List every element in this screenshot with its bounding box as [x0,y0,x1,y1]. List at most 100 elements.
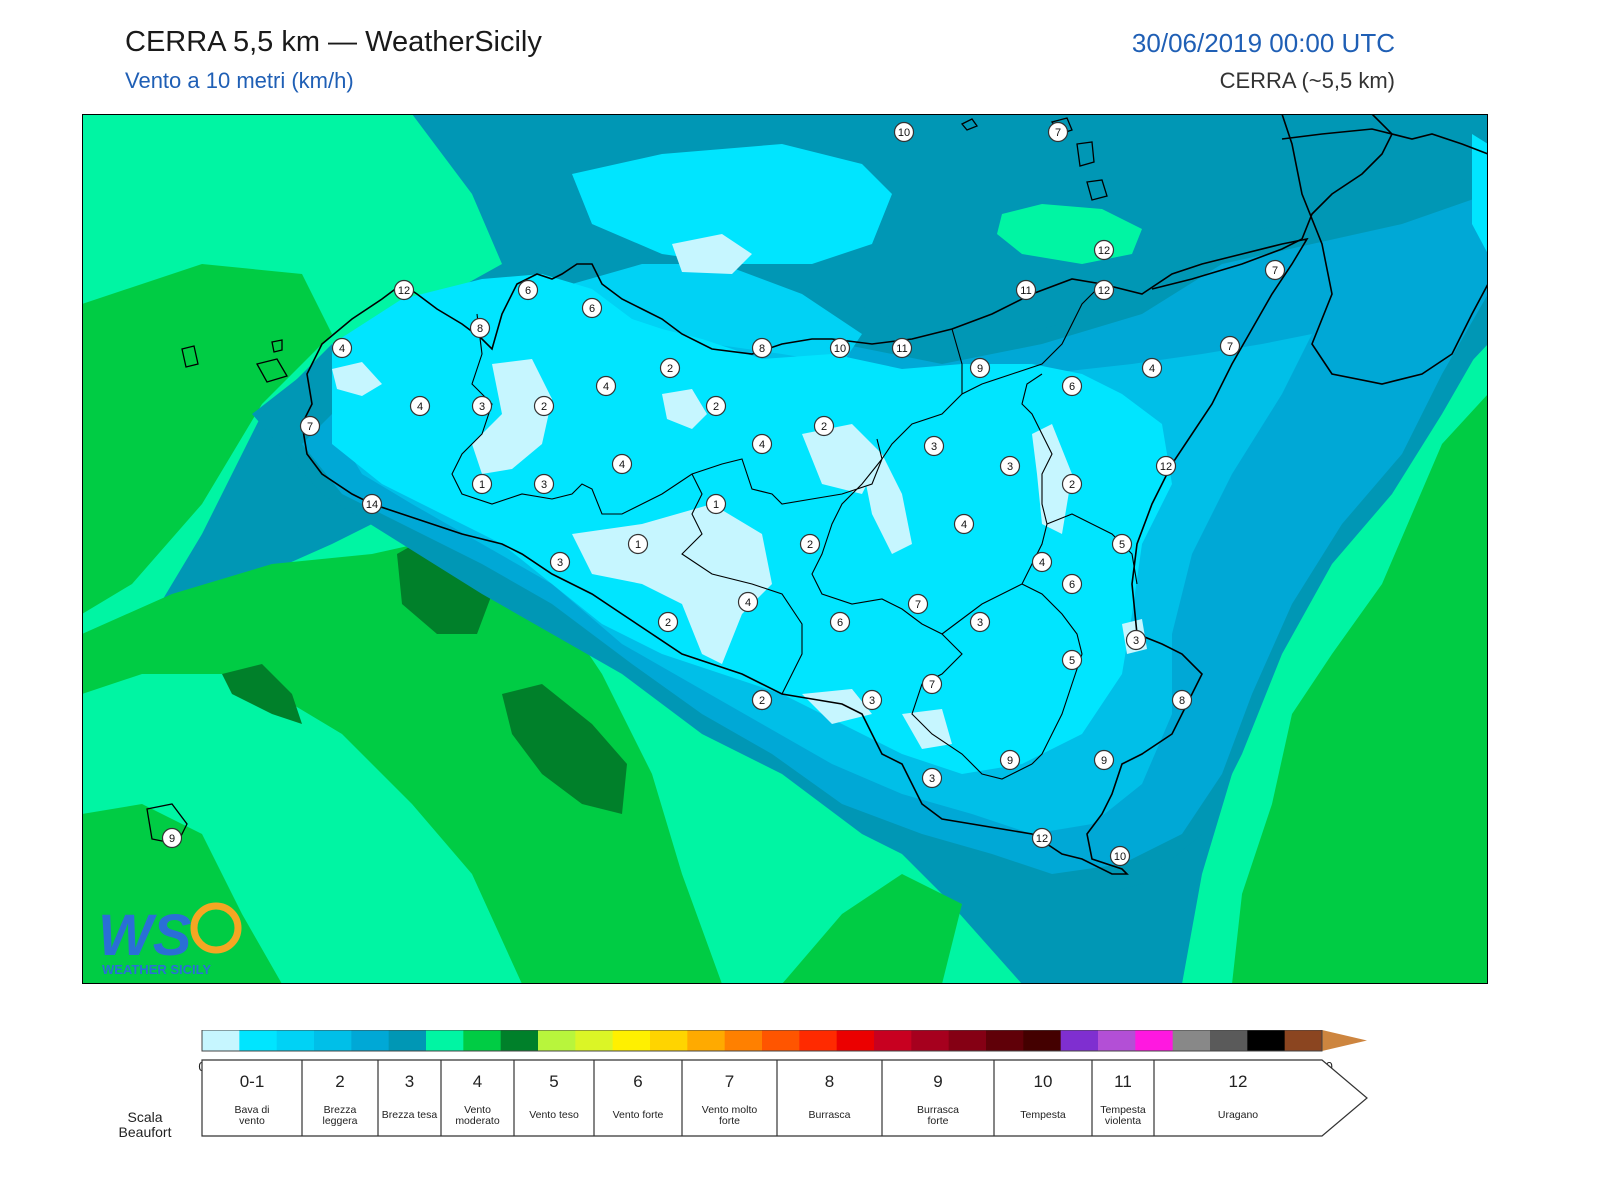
station-marker: 2 [813,415,835,437]
station-marker: 1 [705,493,727,515]
station-marker: 4 [751,433,773,455]
station-marker-circle [737,591,759,613]
station-marker-circle [893,121,915,143]
station-value: 12 [1160,461,1172,473]
station-marker: 3 [969,611,991,633]
calm-area-3 [572,504,772,664]
station-value: 11 [896,343,907,355]
beaufort-description: Uragano [1218,1109,1258,1121]
colorbar-segment [799,1030,838,1051]
station-marker: 6 [517,279,539,301]
station-value: 3 [1007,461,1013,473]
station-value: 12 [1098,245,1110,257]
station-marker-circle [471,473,493,495]
station-marker-circle [1031,551,1053,573]
calm-area-1 [332,362,382,396]
station-marker-circle [751,337,773,359]
sicily-coastline [301,237,1309,875]
station-value: 3 [557,557,563,569]
station-marker: 2 [1061,473,1083,495]
station-value: 7 [1055,127,1061,139]
colorbar-segment [1023,1030,1062,1051]
colorbar-segment [1135,1030,1174,1051]
station-marker: 1 [627,533,649,555]
station-marker-circle [409,395,431,417]
station-marker-circle [611,453,633,475]
station-marker: 4 [1031,551,1053,573]
colorbar-segment [836,1030,875,1051]
pantelleria [146,803,188,845]
station-marker: 3 [549,551,571,573]
station-value: 7 [929,679,935,691]
station-marker: 8 [751,337,773,359]
station-marker-circle [1061,375,1083,397]
station-value: 9 [169,833,175,845]
station-marker-circle [533,473,555,495]
beaufort-description: Vento molto forte [702,1104,758,1127]
station-marker-circle [1109,845,1131,867]
station-marker-circle [1093,279,1115,301]
station-marker-circle [1111,533,1133,555]
station-marker-circle [999,455,1021,477]
station-marker: 4 [953,513,975,535]
station-value: 6 [1069,381,1075,393]
station-marker-circle [331,337,353,359]
calabria-coastline [1151,114,1488,385]
station-marker: 4 [409,395,431,417]
station-marker: 9 [161,827,183,849]
colorbar-segment [388,1030,427,1051]
colorbar-segment [202,1030,240,1051]
station-marker-circle [751,689,773,711]
wind-band-darkgreen-3 [502,684,627,814]
station-marker-circle [361,493,383,515]
colorbar-segment [538,1030,576,1051]
station-value: 3 [977,617,983,629]
station-value: 3 [931,441,937,453]
station-marker-circle [705,395,727,417]
station-marker: 10 [893,121,915,143]
station-marker: 10 [829,337,851,359]
station-value: 7 [915,599,921,611]
station-value: 6 [837,617,843,629]
station-value: 3 [929,773,935,785]
wind-band-cyan-north [572,144,892,264]
colorbar-segment [612,1030,651,1051]
station-value: 7 [1227,341,1233,353]
station-marker: 4 [595,375,617,397]
station-marker-circle [1264,259,1286,281]
weathersicily-logo: WS WEATHER SICILY [98,902,242,977]
station-value: 5 [1119,539,1125,551]
station-marker: 12 [1031,827,1053,849]
station-marker-circle [471,395,493,417]
colorbar-segment [986,1030,1024,1051]
logo-sun-icon [190,902,242,954]
colorbar [201,1030,1367,1052]
station-value: 9 [1101,755,1107,767]
colorbar-segment [314,1030,352,1051]
station-marker: 3 [533,473,555,495]
station-marker-circle [393,279,415,301]
station-value: 4 [1149,363,1155,375]
station-marker: 11 [891,337,913,359]
station-marker: 7 [921,673,943,695]
colorbar-segment [426,1030,464,1051]
station-marker: 3 [471,395,493,417]
station-value: 4 [619,459,625,471]
station-value: 9 [977,363,983,375]
station-marker-circle [861,689,883,711]
station-value: 3 [479,401,485,413]
station-value: 2 [821,421,827,433]
station-value: 1 [635,539,641,551]
station-marker-circle [1061,649,1083,671]
station-marker-circle [1031,827,1053,849]
station-marker: 2 [657,611,679,633]
station-value: 7 [307,421,313,433]
beaufort-number: 0-1 [240,1072,265,1091]
station-marker: 6 [581,297,603,319]
beaufort-description: Tempesta violenta [1100,1104,1146,1127]
station-marker-circle [1047,121,1069,143]
station-marker-circle [533,395,555,417]
station-marker-circle [829,611,851,633]
model-label: CERRA (~5,5 km) [1219,68,1395,93]
station-marker: 4 [1141,357,1163,379]
